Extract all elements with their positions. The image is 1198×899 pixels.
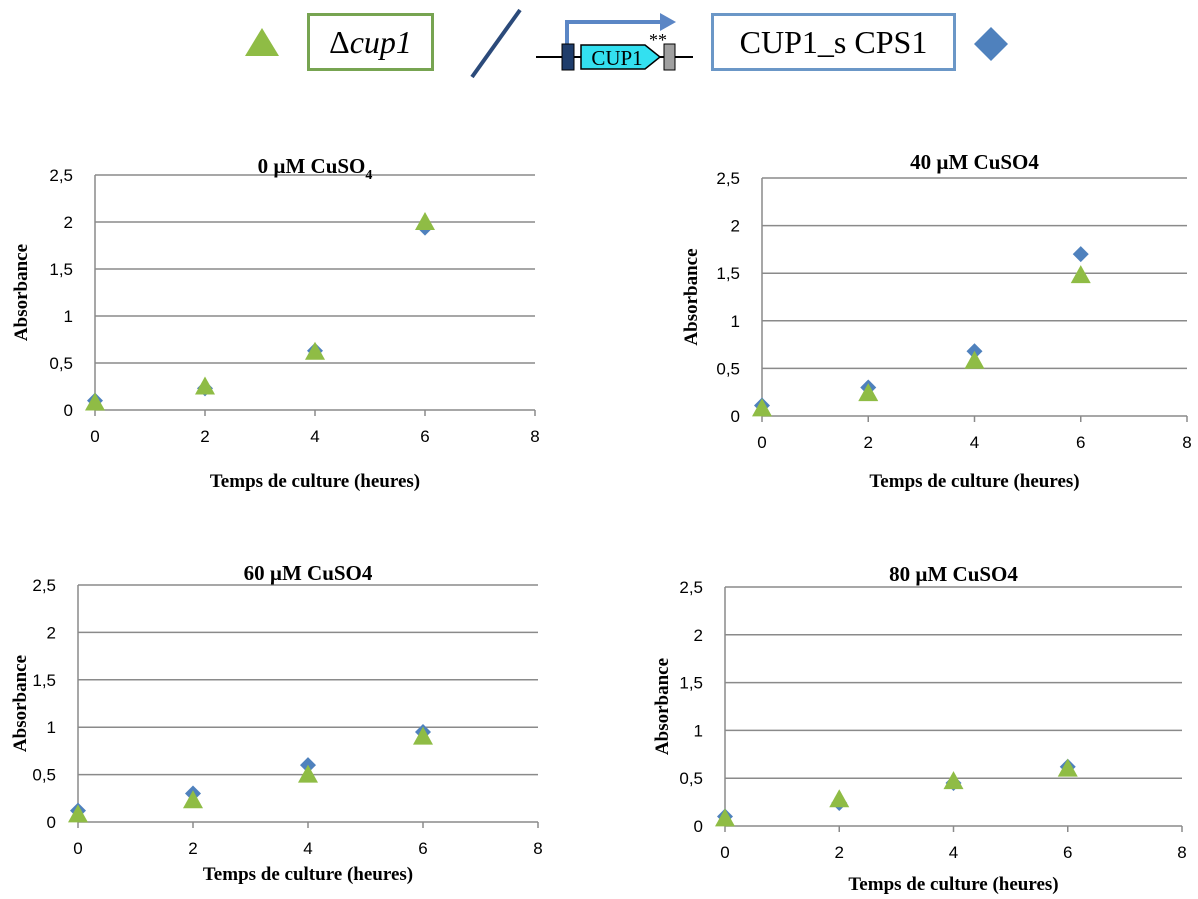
gene-construct-icon: CUP1 ** xyxy=(536,13,693,71)
chart-title: 0 µM CuSO4 xyxy=(258,154,373,183)
triangle-point xyxy=(752,398,772,417)
y-tick-label: 2 xyxy=(694,626,703,645)
triangle-point xyxy=(298,764,318,783)
y-tick-label: 2,5 xyxy=(32,576,56,595)
y-tick-label: 2,5 xyxy=(716,169,740,188)
y-tick-label: 2 xyxy=(47,623,56,642)
triangle-point xyxy=(183,790,203,809)
y-tick-label: 0,5 xyxy=(49,354,73,373)
chart-40uM: 0 0,5 1 1,5 2 2,5 0 2 4 6 8 40 µM CuSO4 Temps de cul… xyxy=(681,150,1192,492)
x-tick-label: 6 xyxy=(418,839,427,858)
chart-title: 80 µM CuSO4 xyxy=(889,562,1018,586)
triangle-point xyxy=(85,392,105,411)
y-axis-label: Absorbance xyxy=(652,658,673,755)
triangle-point xyxy=(715,808,735,827)
y-tick-label: 0 xyxy=(64,401,73,420)
x-tick-label: 6 xyxy=(1063,843,1072,862)
x-tick-label: 6 xyxy=(1076,433,1085,452)
x-tick-label: 8 xyxy=(1177,843,1186,862)
y-tick-label: 2,5 xyxy=(679,578,703,597)
x-tick-label: 4 xyxy=(310,427,319,446)
triangle-point xyxy=(305,341,325,360)
diamond-point xyxy=(1072,246,1089,263)
y-tick-label: 1,5 xyxy=(716,264,740,283)
x-tick-label: 8 xyxy=(530,427,539,446)
y-tick-label: 2 xyxy=(64,213,73,232)
x-tick-label: 2 xyxy=(188,839,197,858)
y-tick-label: 0 xyxy=(47,813,56,832)
y-tick-label: 0 xyxy=(694,817,703,836)
y-tick-label: 2 xyxy=(731,217,740,236)
y-axis-label: Absorbance xyxy=(11,244,32,341)
chart-title-main: 40 µM CuSO4 xyxy=(910,150,1039,174)
promoter-arrow xyxy=(565,20,662,46)
triangle-point xyxy=(195,376,215,395)
legend-triangle-marker xyxy=(245,28,279,56)
gene-arrow-block xyxy=(580,44,662,70)
chart-title-main: 80 µM CuSO4 xyxy=(889,562,1018,586)
y-tick-label: 1,5 xyxy=(679,674,703,693)
triangle-point xyxy=(1057,758,1078,777)
x-axis-label: Temps de culture (heures) xyxy=(203,864,413,885)
y-tick-label: 1 xyxy=(731,312,740,331)
x-tick-label: 4 xyxy=(970,433,979,452)
x-axis-label: Temps de culture (heures) xyxy=(210,471,420,492)
x-tick-label: 4 xyxy=(949,843,958,862)
x-tick-label: 0 xyxy=(73,839,82,858)
y-axis-label: Absorbance xyxy=(681,248,702,345)
y-tick-label: 1 xyxy=(64,307,73,326)
chart-80uM: 0 0,5 1 1,5 2 2,5 0 2 4 6 8 80 µM CuSO4 Temps de cul… xyxy=(652,562,1187,895)
mutation-mark: ** xyxy=(649,30,667,50)
x-tick-label: 0 xyxy=(757,433,766,452)
x-tick-label: 2 xyxy=(864,433,873,452)
x-tick-label: 6 xyxy=(420,427,429,446)
y-tick-label: 1 xyxy=(694,721,703,740)
x-tick-label: 2 xyxy=(835,843,844,862)
y-tick-label: 1,5 xyxy=(49,260,73,279)
legend-graphics: CUP1 ** xyxy=(245,8,1008,79)
gene-label: CUP1 xyxy=(591,46,642,70)
triangle-point xyxy=(964,350,985,369)
legend-strain-label: CUP1_s CPS1 xyxy=(711,13,956,71)
x-tick-label: 0 xyxy=(90,427,99,446)
chart-title-main: 0 µM CuSO xyxy=(258,154,366,178)
x-tick-label: 8 xyxy=(1182,433,1191,452)
triangle-point xyxy=(413,726,433,745)
y-tick-label: 0 xyxy=(731,407,740,426)
promoter-arrow-head xyxy=(660,13,676,31)
triangle-point xyxy=(943,771,964,790)
chart-title-main: 60 µM CuSO4 xyxy=(244,561,373,585)
triangle-point xyxy=(1070,265,1091,284)
y-tick-label: 1 xyxy=(47,718,56,737)
triangle-point xyxy=(858,383,879,402)
triangle-point xyxy=(68,804,88,823)
y-axis-label: Absorbance xyxy=(10,655,31,752)
chart-title: 60 µM CuSO4 xyxy=(244,561,373,585)
chart-60uM: 0 0,5 1 1,5 2 2,5 0 2 4 6 8 60 µM CuSO4 Temps de cul… xyxy=(10,561,543,885)
chart-title-subscript: 4 xyxy=(365,168,372,183)
legend-diamond-marker xyxy=(974,27,1008,61)
promoter-block xyxy=(561,43,575,71)
x-tick-label: 2 xyxy=(200,427,209,446)
x-tick-label: 8 xyxy=(533,839,542,858)
legend-mutant-prefix: Δ xyxy=(329,23,350,60)
x-axis-label: Temps de culture (heures) xyxy=(869,471,1079,492)
chart-title: 40 µM CuSO4 xyxy=(910,150,1039,174)
y-tick-label: 0,5 xyxy=(32,766,56,785)
y-tick-label: 2,5 xyxy=(49,166,73,185)
y-tick-label: 0,5 xyxy=(679,769,703,788)
y-tick-label: 0,5 xyxy=(716,359,740,378)
x-tick-label: 0 xyxy=(720,843,729,862)
y-tick-label: 1,5 xyxy=(32,671,56,690)
triangle-point xyxy=(829,789,850,808)
terminator-block xyxy=(663,43,676,71)
triangle-point xyxy=(415,212,435,230)
x-tick-label: 4 xyxy=(303,839,312,858)
x-axis-label: Temps de culture (heures) xyxy=(848,874,1058,895)
legend-mutant-gene: cup1 xyxy=(349,23,412,60)
legend-slash xyxy=(470,8,522,79)
